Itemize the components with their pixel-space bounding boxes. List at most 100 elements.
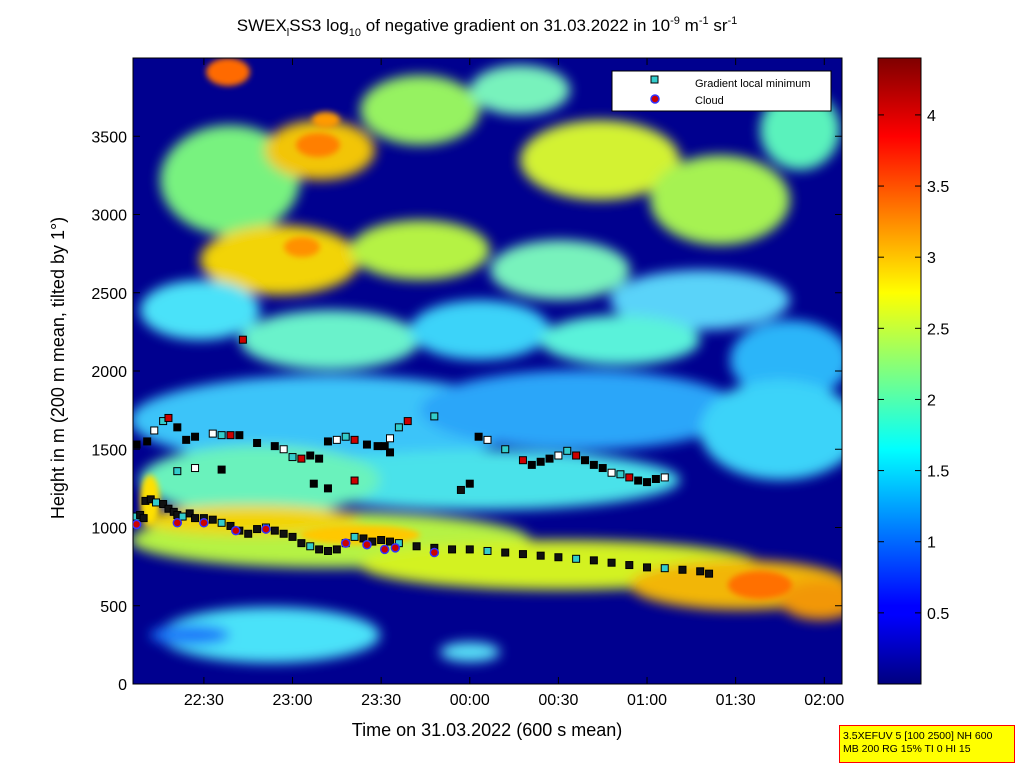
gradient-minimum-point — [501, 445, 510, 454]
x-tick-label: 02:00 — [804, 692, 844, 709]
colorbar-tick-label: 0.5 — [927, 606, 949, 623]
gradient-minimum-point — [173, 467, 182, 476]
gradient-minimum-point — [279, 529, 288, 538]
gradient-minimum-point — [634, 476, 643, 485]
gradient-minimum-point — [660, 473, 669, 482]
gradient-minimum-point — [350, 435, 359, 444]
gradient-minimum-point — [238, 335, 247, 344]
colorbar-tick-label: 1.5 — [927, 464, 949, 481]
y-tick-label: 2000 — [91, 364, 127, 381]
gradient-minimum-point — [341, 432, 350, 441]
gradient-minimum-point — [139, 514, 148, 523]
gradient-minimum-point — [403, 417, 412, 426]
colorbar-tick-label: 3.5 — [927, 179, 949, 196]
x-tick-label: 01:00 — [627, 692, 667, 709]
gradient-minimum-point — [253, 525, 262, 534]
gradient-minimum-point — [297, 454, 306, 463]
gradient-minimum-point — [625, 473, 634, 482]
cloud-point — [261, 524, 271, 534]
gradient-minimum-point — [133, 440, 141, 449]
gradient-minimum-point — [217, 431, 226, 440]
gradient-minimum-point — [323, 437, 332, 446]
gradient-minimum-point — [191, 464, 200, 473]
gradient-minimum-point — [185, 509, 194, 518]
cloud-point — [172, 518, 183, 528]
gradient-minimum-point — [643, 478, 652, 487]
x-tick-label: 00:30 — [538, 692, 578, 709]
x-tick-label: 00:00 — [450, 692, 490, 709]
gradient-minimum-point — [226, 521, 235, 530]
gradient-minimum-point — [150, 426, 159, 435]
x-tick-label: 23:30 — [361, 692, 401, 709]
gradient-minimum-point — [235, 431, 244, 440]
gradient-minimum-point — [386, 537, 395, 546]
x-tick-label: 22:30 — [184, 692, 224, 709]
colorbar-gradient — [877, 57, 922, 685]
heatmap-field — [133, 58, 842, 684]
parameter-line-2: MB 200 RG 15% TI 0 HI 15 — [843, 743, 971, 755]
cloud-point — [390, 543, 401, 553]
gradient-minimum-point — [483, 546, 492, 555]
chart-title: SWEXlSS3 log10 of negative gradient on 3… — [237, 15, 738, 39]
gradient-minimum-point — [563, 446, 572, 455]
gradient-minimum-point — [315, 454, 324, 463]
gradient-minimum-point — [178, 512, 187, 521]
gradient-minimum-point — [518, 550, 527, 559]
gradient-minimum-point — [377, 536, 386, 545]
gradient-minimum-point — [373, 442, 382, 451]
gradient-minimum-point — [332, 545, 341, 554]
gradient-minimum-point — [315, 545, 324, 554]
legend: Gradient local minimum Cloud — [611, 70, 832, 112]
legend-box — [611, 70, 832, 112]
cloud-point — [199, 518, 209, 528]
gradient-minimum-point — [456, 485, 465, 494]
gradient-minimum-point — [536, 457, 545, 466]
gradient-minimum-point — [501, 548, 510, 557]
gradient-minimum-point — [362, 440, 371, 449]
y-tick-label: 1500 — [91, 442, 127, 459]
cloud-point — [340, 538, 351, 548]
colorbar-tick-label: 2 — [927, 392, 936, 409]
colorbar-tick-label: 2.5 — [927, 321, 949, 338]
gradient-minimum-point — [191, 514, 200, 523]
gradient-minimum-point — [350, 532, 359, 541]
gradient-minimum-point — [678, 565, 687, 574]
gradient-minimum-point — [465, 479, 474, 488]
gradient-minimum-point — [244, 529, 253, 538]
gradient-minimum-point — [217, 465, 226, 474]
gradient-minimum-point — [465, 545, 474, 554]
gradient-minimum-point — [589, 556, 598, 565]
gradient-minimum-point — [696, 567, 705, 576]
parameter-box: 3.5XEFUV 5 [100 2500] NH 600 MB 200 RG 1… — [839, 725, 1015, 763]
gradient-minimum-point — [572, 451, 581, 460]
axes: 22:30 23:00 23:30 00:00 00:30 01:00 01:30 02:00… — [91, 57, 844, 709]
x-tick-label: 01:30 — [716, 692, 756, 709]
gradient-minimum-point — [152, 498, 161, 507]
gradient-minimum-point — [598, 464, 607, 473]
gradient-minimum-point — [159, 500, 168, 509]
gradient-minimum-point — [386, 448, 395, 457]
gradient-minimum-point — [164, 413, 173, 422]
legend-label-gradient: Gradient local minimum — [695, 78, 811, 90]
gradient-minimum-point — [350, 476, 359, 485]
gradient-minimum-point — [554, 553, 563, 562]
gradient-minimum-point — [518, 456, 527, 465]
cloud-point — [379, 544, 390, 555]
gradient-minimum-point — [191, 432, 200, 441]
gradient-minimum-point — [616, 470, 625, 479]
gradient-minimum-point — [208, 515, 217, 524]
legend-square-marker-icon — [650, 75, 659, 84]
gradient-minimum-point — [607, 468, 616, 477]
gradient-minimum-point — [412, 542, 421, 551]
gradient-minimum-point — [625, 561, 634, 570]
gradient-minimum-point — [173, 423, 182, 432]
cloud-point — [231, 525, 241, 536]
y-tick-label: 3500 — [91, 129, 127, 146]
gradient-minimum-point — [323, 484, 332, 493]
gradient-minimum-point — [580, 456, 589, 465]
gradient-minimum-point — [607, 558, 616, 567]
gradient-minimum-point — [536, 551, 545, 560]
gradient-minimum-point — [448, 545, 457, 554]
gradient-minimum-point — [386, 434, 395, 443]
gradient-minimum-point — [705, 569, 714, 578]
